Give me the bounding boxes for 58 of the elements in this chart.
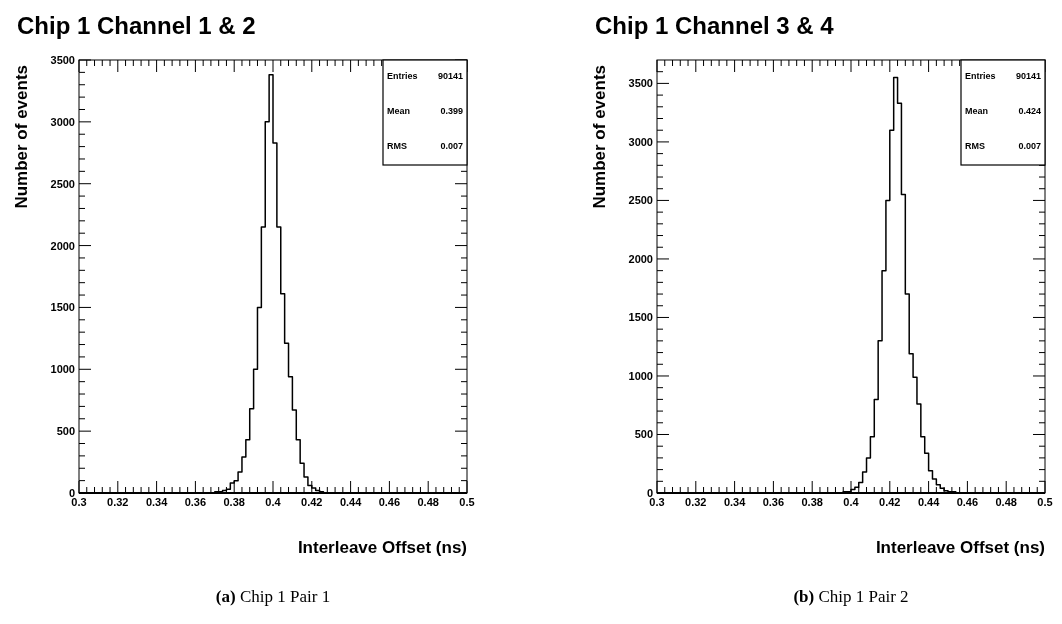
annotation: Mean: [387, 106, 411, 116]
y-tick-label: 1000: [50, 363, 75, 376]
x-tick-label: 0.34: [145, 496, 169, 508]
y-axis-title: Number of events: [590, 65, 609, 209]
y-tick-label: 0: [68, 487, 75, 499]
chart-title: Chip 1 Channel 3 & 4: [595, 12, 835, 39]
x-tick-label: 0.3: [71, 496, 87, 508]
x-tick-label: 0.38: [801, 496, 823, 508]
y-tick-label: 1000: [628, 369, 653, 382]
text: (b) Chip 1 Pair 2: [793, 587, 909, 606]
y-tick-label: 500: [56, 425, 75, 438]
x-axis-title: Interleave Offset (ns): [875, 538, 1045, 557]
y-tick-label: 3500: [50, 54, 75, 66]
annotation: 0.007: [440, 141, 463, 151]
x-tick-label: 0.38: [223, 496, 245, 508]
x-tick-label: 0.46: [956, 496, 979, 508]
x-tick-label: 0.36: [762, 496, 785, 508]
text: (a) Chip 1 Pair 1: [215, 587, 331, 606]
annotation: 0.007: [1018, 141, 1041, 151]
x-tick-label: 0.42: [301, 496, 323, 508]
x-tick-label: 0.48: [995, 496, 1017, 508]
y-tick-label: 1500: [50, 301, 75, 314]
x-tick-label: 0.32: [107, 496, 129, 508]
x-tick-label: 0.44: [917, 496, 941, 508]
y-tick-label: 2000: [50, 239, 75, 252]
x-tick-label: 0.32: [685, 496, 707, 508]
annotation: Mean: [965, 106, 989, 116]
y-tick-label: 3000: [50, 115, 75, 128]
y-tick-label: 3500: [628, 77, 653, 90]
y-tick-label: 2000: [628, 252, 653, 265]
y-tick-label: 500: [634, 428, 653, 441]
annotation: Entries: [965, 71, 996, 81]
x-tick-label: 0.46: [378, 496, 401, 508]
x-tick-label: 0.3: [649, 496, 665, 508]
x-tick-label: 0.42: [879, 496, 901, 508]
annotation: 0.424: [1018, 106, 1041, 116]
x-tick-label: 0.5: [1037, 496, 1053, 508]
x-tick-label: 0.44: [339, 496, 363, 508]
annotation: 90141: [437, 71, 463, 81]
x-tick-label: 0.5: [459, 496, 475, 508]
annotation: 0.399: [440, 106, 463, 116]
y-tick-label: 0: [646, 487, 653, 499]
chart-title: Chip 1 Channel 1 & 2: [17, 12, 256, 39]
x-tick-label: 0.34: [723, 496, 747, 508]
x-axis-title: Interleave Offset (ns): [297, 538, 467, 557]
y-axis-title: Number of events: [12, 65, 31, 209]
x-tick-label: 0.4: [843, 496, 860, 508]
annotation: RMS: [387, 141, 407, 151]
annotation: 90141: [1015, 71, 1041, 81]
y-tick-label: 1500: [628, 311, 653, 324]
x-tick-label: 0.36: [184, 496, 207, 508]
x-tick-label: 0.4: [265, 496, 282, 508]
annotation: Entries: [387, 71, 418, 81]
y-tick-label: 2500: [50, 177, 75, 190]
x-tick-label: 0.48: [417, 496, 439, 508]
y-tick-label: 2500: [628, 194, 653, 207]
y-tick-label: 3000: [628, 135, 653, 148]
annotation: RMS: [965, 141, 985, 151]
